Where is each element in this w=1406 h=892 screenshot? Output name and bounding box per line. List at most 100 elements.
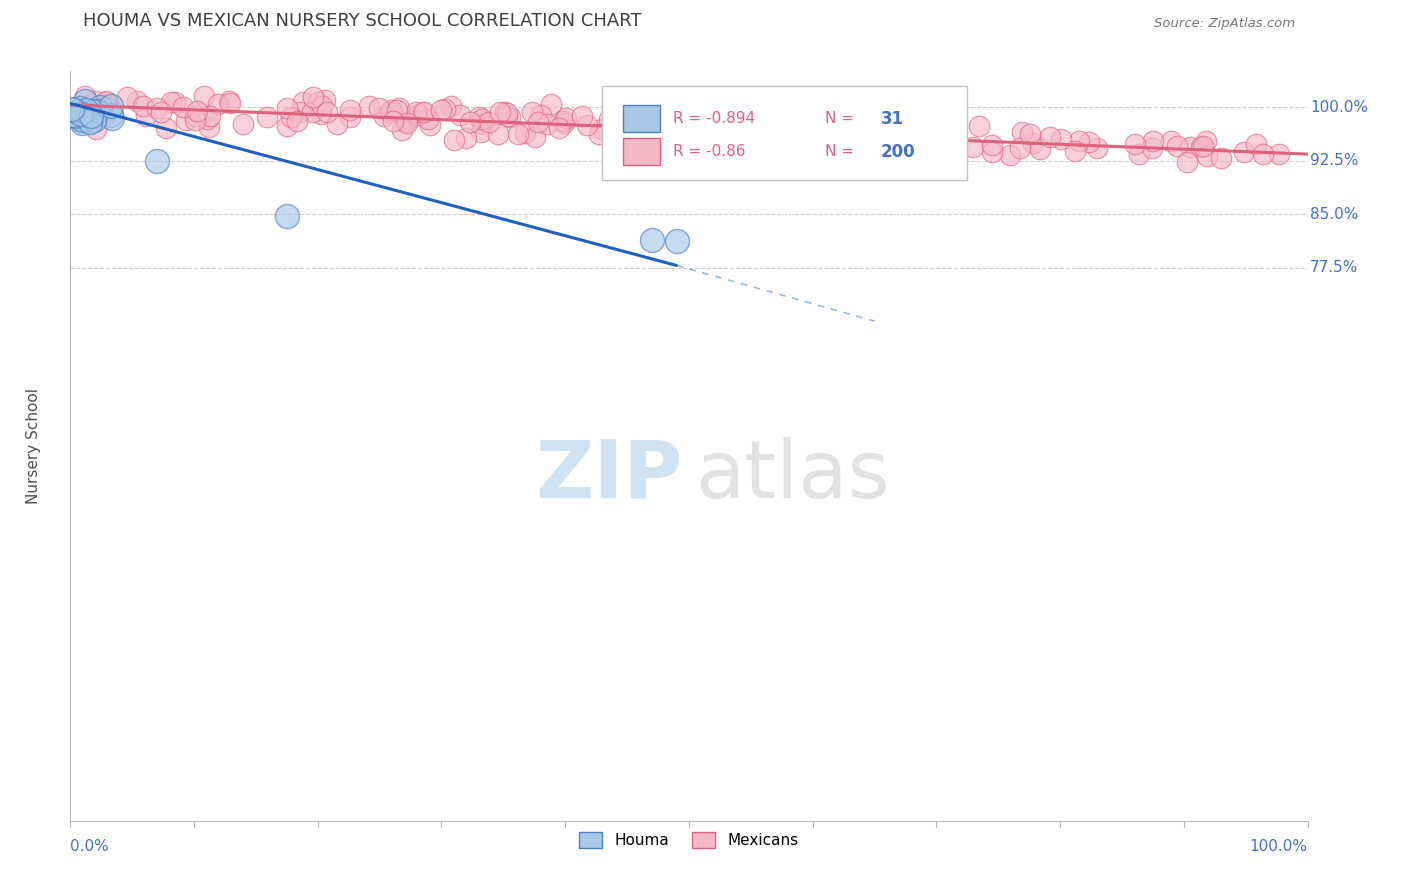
- Point: [704, 118, 727, 132]
- Point: [621, 116, 644, 130]
- Point: [734, 114, 756, 128]
- Point: [115, 89, 138, 103]
- Point: [256, 110, 278, 124]
- Point: [682, 104, 704, 119]
- Point: [967, 120, 990, 134]
- Point: [89, 100, 111, 114]
- Point: [101, 111, 124, 125]
- Point: [443, 133, 465, 147]
- Point: [1128, 147, 1150, 161]
- Point: [603, 116, 626, 130]
- Point: [754, 116, 776, 130]
- Point: [73, 89, 96, 103]
- Point: [127, 95, 149, 109]
- Point: [1175, 154, 1198, 169]
- Text: atlas: atlas: [695, 437, 890, 515]
- Point: [405, 104, 427, 119]
- Text: 31: 31: [880, 110, 904, 128]
- Text: 100.0%: 100.0%: [1250, 839, 1308, 855]
- Point: [1123, 137, 1146, 152]
- Point: [686, 118, 709, 132]
- Point: [419, 118, 441, 132]
- Point: [84, 103, 107, 117]
- Point: [931, 127, 953, 141]
- Point: [385, 103, 408, 117]
- Point: [717, 126, 740, 140]
- Point: [929, 119, 952, 133]
- Point: [553, 113, 575, 128]
- Point: [591, 122, 613, 136]
- Point: [603, 104, 626, 119]
- Point: [97, 101, 120, 115]
- Point: [1050, 132, 1073, 146]
- Point: [82, 103, 104, 118]
- Point: [96, 94, 118, 108]
- Point: [828, 121, 851, 136]
- Point: [494, 104, 516, 119]
- Point: [135, 109, 157, 123]
- Point: [79, 109, 101, 123]
- Point: [598, 112, 620, 127]
- Text: 0.0%: 0.0%: [70, 839, 110, 855]
- Point: [69, 107, 91, 121]
- Point: [87, 106, 110, 120]
- Point: [1166, 139, 1188, 153]
- Point: [792, 122, 814, 136]
- Point: [373, 109, 395, 123]
- Point: [412, 105, 434, 120]
- Point: [657, 117, 679, 131]
- Bar: [623, 105, 661, 132]
- Text: 92.5%: 92.5%: [1310, 153, 1358, 168]
- Point: [807, 138, 830, 153]
- Point: [412, 105, 434, 120]
- Point: [780, 129, 803, 144]
- Point: [381, 114, 404, 128]
- Point: [1244, 136, 1267, 151]
- Text: R = -0.894: R = -0.894: [673, 112, 755, 126]
- Point: [198, 120, 221, 134]
- Point: [636, 113, 658, 128]
- Point: [75, 95, 97, 109]
- Point: [218, 95, 240, 110]
- Point: [207, 97, 229, 112]
- Point: [1178, 140, 1201, 154]
- Point: [495, 106, 517, 120]
- Point: [172, 100, 194, 114]
- Point: [301, 105, 323, 120]
- Point: [184, 109, 207, 123]
- Point: [998, 147, 1021, 161]
- Text: N =: N =: [825, 112, 859, 126]
- Point: [471, 112, 494, 126]
- Point: [132, 99, 155, 113]
- Text: 100.0%: 100.0%: [1310, 100, 1368, 114]
- Point: [359, 99, 381, 113]
- Point: [841, 116, 863, 130]
- Point: [728, 119, 751, 133]
- Point: [644, 122, 666, 136]
- Point: [1078, 135, 1101, 149]
- Point: [232, 117, 254, 131]
- Point: [1085, 141, 1108, 155]
- Point: [380, 103, 402, 118]
- Point: [747, 123, 769, 137]
- Point: [468, 110, 491, 124]
- Point: [280, 110, 302, 124]
- Point: [547, 121, 569, 136]
- Point: [692, 105, 714, 120]
- Point: [440, 99, 463, 113]
- Point: [766, 131, 789, 145]
- Point: [478, 114, 501, 128]
- Point: [758, 130, 780, 145]
- Point: [904, 142, 927, 156]
- Point: [1067, 134, 1090, 148]
- Point: [636, 112, 658, 127]
- Point: [723, 141, 745, 155]
- Point: [285, 114, 308, 128]
- Point: [1063, 145, 1085, 159]
- Point: [391, 123, 413, 137]
- Point: [922, 132, 945, 146]
- Point: [620, 115, 643, 129]
- Point: [894, 136, 917, 151]
- Point: [84, 94, 107, 108]
- Point: [686, 128, 709, 142]
